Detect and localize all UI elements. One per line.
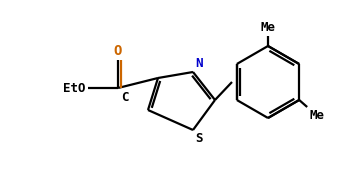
Text: C: C [121, 91, 128, 104]
Text: EtO: EtO [63, 81, 86, 94]
Text: N: N [195, 57, 202, 70]
Text: O: O [114, 44, 122, 58]
Text: Me: Me [309, 109, 324, 122]
Text: Me: Me [260, 21, 276, 34]
Text: S: S [195, 132, 202, 145]
